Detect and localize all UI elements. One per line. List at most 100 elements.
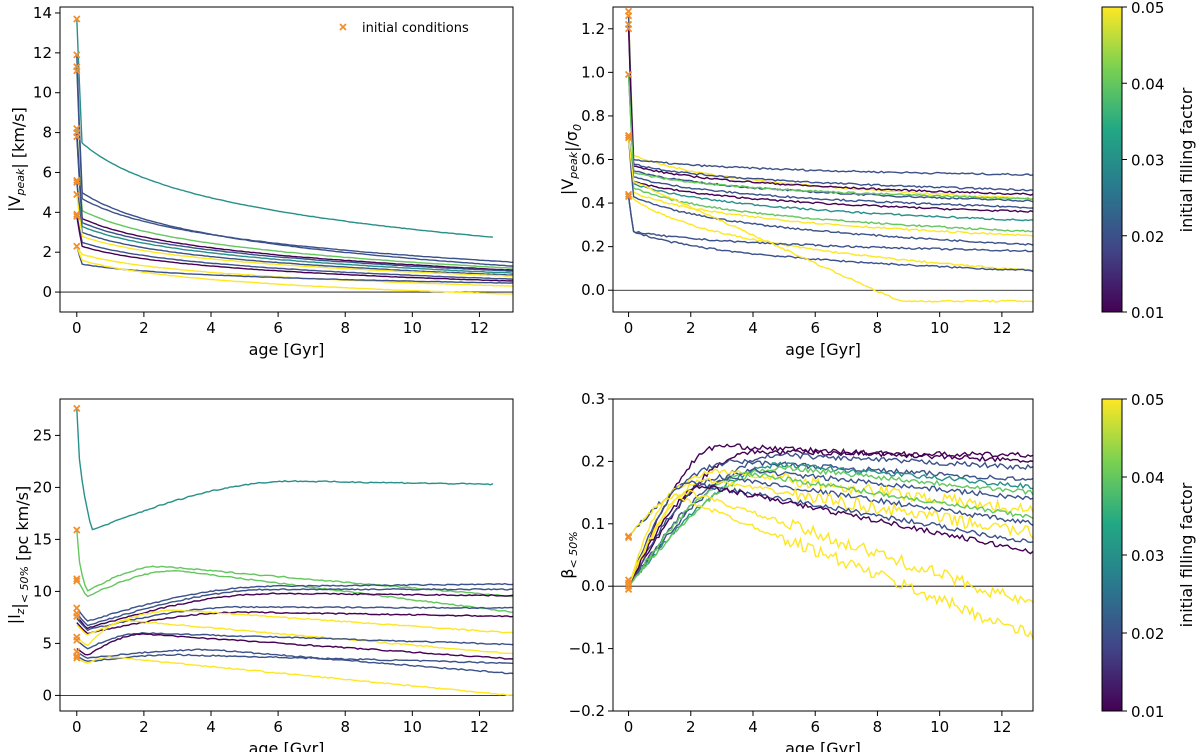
x-tick-label: 12 bbox=[470, 319, 489, 337]
colorbar-bottom-label: initial filling factor bbox=[1177, 482, 1196, 627]
beta-frame bbox=[612, 398, 1034, 712]
x-tick-label: 4 bbox=[748, 319, 758, 337]
y-tick-label: −0.1 bbox=[569, 640, 605, 658]
x-tick-label: 6 bbox=[810, 319, 820, 337]
vpeak-norm-x-ticks: 0 2 4 6 8 10 12 bbox=[624, 312, 1011, 337]
x-tick-label: 10 bbox=[403, 319, 422, 337]
y-tick-label: 0.1 bbox=[581, 515, 605, 533]
initial-condition-marker bbox=[624, 25, 633, 33]
vpeak-series-line bbox=[76, 216, 513, 282]
initial-condition-marker bbox=[73, 404, 81, 412]
vpeak-series-line bbox=[76, 182, 513, 276]
vpeak-norm-series-line bbox=[627, 15, 1033, 177]
initial-condition-marker bbox=[624, 134, 633, 142]
initial-condition-marker bbox=[73, 15, 81, 23]
vpeak-series-line bbox=[76, 214, 513, 280]
lz-series-line bbox=[76, 656, 513, 697]
y-tick-label: 10 bbox=[33, 84, 52, 102]
beta-xlabel: age [Gyr] bbox=[785, 739, 861, 752]
beta-series-line bbox=[628, 471, 1033, 587]
vpeak-norm-series-line bbox=[627, 74, 1033, 201]
vpeak-norm-series-line bbox=[627, 137, 1033, 222]
y-tick-label: 0 bbox=[42, 686, 52, 704]
initial-condition-marker bbox=[73, 612, 81, 620]
lz-ylabel: |lz|< 50% [pc km/s] bbox=[5, 486, 32, 624]
vpeak-norm-series-line bbox=[627, 137, 1033, 233]
colorbar-tick-label: 0.03 bbox=[1131, 547, 1164, 565]
colorbar-top-gradient bbox=[1101, 6, 1123, 313]
legend-label: initial conditions bbox=[362, 21, 469, 36]
beta-series-line bbox=[627, 489, 1033, 606]
colorbar-tick-label: 0.02 bbox=[1131, 228, 1164, 246]
initial-condition-marker bbox=[73, 577, 81, 585]
y-tick-label: 0 bbox=[42, 283, 52, 301]
x-tick-label: 12 bbox=[992, 319, 1011, 337]
initial-condition-marker bbox=[73, 212, 81, 220]
lz-series-line bbox=[76, 587, 513, 627]
colorbar-tick-label: 0.01 bbox=[1131, 304, 1164, 322]
vpeak-series-line bbox=[76, 194, 513, 277]
beta-series-line bbox=[627, 484, 1033, 587]
y-tick-label: 20 bbox=[33, 478, 52, 496]
vpeak-series-line bbox=[76, 245, 513, 295]
x-tick-label: 12 bbox=[992, 718, 1011, 736]
y-tick-label: 5 bbox=[42, 634, 52, 652]
vpeak-norm-series-line bbox=[627, 24, 1033, 192]
vpeak-series-line bbox=[76, 136, 513, 272]
x-tick-label: 0 bbox=[72, 319, 82, 337]
beta-y-ticks: −0.2 −0.1 0.0 0.1 0.2 0.3 bbox=[569, 390, 613, 720]
lz-series-line bbox=[76, 609, 513, 636]
colorbar-top-ticks: 0.01 0.02 0.03 0.04 0.05 bbox=[1122, 0, 1164, 322]
lz-x-ticks: 0 2 4 6 8 10 12 bbox=[72, 711, 489, 736]
colorbar-tick-label: 0.02 bbox=[1131, 625, 1164, 643]
vpeak-series-line bbox=[76, 132, 513, 271]
legend: initial conditions bbox=[339, 21, 469, 36]
initial-condition-marker bbox=[73, 190, 81, 199]
x-tick-label: 4 bbox=[748, 718, 758, 736]
legend-marker bbox=[339, 23, 347, 31]
y-tick-label: 1.2 bbox=[581, 20, 605, 38]
panel-vpeak: 0 2 4 6 8 10 12 0 2 4 6 8 10 12 14 age [Gyr] |Vpeak| [km… bbox=[5, 4, 514, 359]
initial-condition-marker bbox=[624, 12, 633, 20]
x-tick-label: 8 bbox=[340, 718, 350, 736]
initial-condition-marker bbox=[73, 176, 81, 185]
panel-lz: 0 2 4 6 8 10 12 0 5 10 15 20 25 age [Gyr] |lz|< 50% [p… bbox=[5, 398, 514, 752]
colorbar-bottom-gradient bbox=[1101, 398, 1123, 712]
y-tick-label: 2 bbox=[42, 243, 52, 261]
initial-condition-marker bbox=[73, 178, 81, 187]
beta-series-line bbox=[628, 467, 1033, 587]
y-tick-label: 0.8 bbox=[581, 107, 605, 125]
vpeak-initial-markers bbox=[73, 15, 81, 250]
beta-series-line bbox=[627, 492, 1033, 640]
initial-condition-marker bbox=[624, 190, 633, 198]
lz-xlabel: age [Gyr] bbox=[249, 739, 325, 752]
x-tick-label: 6 bbox=[273, 718, 283, 736]
x-tick-label: 2 bbox=[139, 718, 149, 736]
initial-condition-marker bbox=[624, 192, 633, 201]
vpeak-y-ticks: 0 2 4 6 8 10 12 14 bbox=[33, 4, 60, 301]
lz-series-line bbox=[76, 408, 494, 531]
beta-series-line bbox=[627, 477, 1033, 587]
x-tick-label: 4 bbox=[206, 718, 216, 736]
x-tick-label: 8 bbox=[873, 319, 883, 337]
initial-condition-marker bbox=[73, 526, 81, 534]
initial-condition-marker bbox=[73, 654, 81, 662]
beta-x-ticks: 0 2 4 6 8 10 12 bbox=[624, 711, 1011, 736]
initial-condition-marker bbox=[73, 51, 81, 59]
y-tick-label: 0.3 bbox=[581, 390, 605, 408]
x-tick-label: 2 bbox=[686, 319, 696, 337]
x-tick-label: 12 bbox=[470, 718, 489, 736]
x-tick-label: 2 bbox=[139, 319, 149, 337]
vpeak-series-line bbox=[76, 18, 493, 238]
lz-series-line bbox=[76, 569, 513, 613]
beta-series-line bbox=[627, 473, 1033, 587]
y-tick-label: 8 bbox=[42, 124, 52, 142]
x-tick-label: 10 bbox=[930, 319, 949, 337]
y-tick-label: 4 bbox=[42, 203, 52, 221]
beta-series-line bbox=[628, 468, 1033, 537]
initial-condition-marker bbox=[73, 242, 81, 250]
y-tick-label: 25 bbox=[33, 426, 52, 444]
colorbar-tick-label: 0.01 bbox=[1131, 703, 1164, 721]
x-tick-label: 0 bbox=[72, 718, 82, 736]
